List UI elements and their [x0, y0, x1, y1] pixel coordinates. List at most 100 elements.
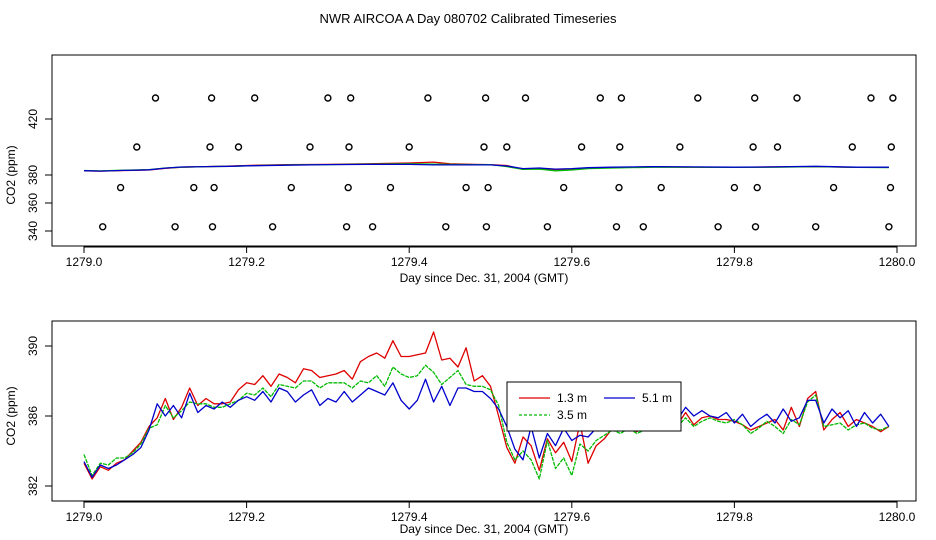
calibration-point — [268, 223, 277, 231]
calibration-point — [287, 183, 295, 192]
calibration-point — [151, 94, 160, 102]
y-tick-label: 420 — [26, 109, 40, 129]
calibration-point — [889, 94, 897, 102]
calibration-point — [482, 223, 491, 231]
legend-box — [506, 381, 682, 432]
bottom-panel: 1279.0 1279.2 1279.4 1279.6 1279.8 1280.0 382 3… — [4, 320, 917, 536]
calibration-point — [867, 94, 875, 102]
plot-frame — [51, 320, 917, 502]
calibration-point — [812, 223, 820, 231]
x-tick-label: 1279.2 — [228, 255, 265, 269]
x-tick-label: 1279.6 — [553, 255, 590, 269]
calibration-point — [206, 143, 214, 151]
x-tick-label: 1279.8 — [716, 255, 753, 269]
x-tick-label: 1280.0 — [879, 510, 916, 524]
calibration-point — [462, 183, 470, 192]
y-tick-label: 386 — [26, 406, 40, 426]
calibration-point — [342, 223, 351, 231]
calibration-point — [616, 143, 624, 151]
calibration-point — [749, 143, 757, 151]
y-tick-label: 390 — [26, 336, 40, 356]
top-panel-axes: 1279.0 1279.2 1279.4 1279.6 1279.8 1280.0 340 3… — [26, 109, 916, 269]
calibration-point — [347, 94, 355, 102]
calibration-point — [596, 94, 604, 102]
calibration-point — [368, 223, 377, 231]
y-axis-label: CO2 (ppm) — [4, 386, 18, 445]
y-tick-label: 340 — [26, 221, 40, 241]
calibration-point — [543, 223, 552, 231]
series-line-3.5m — [83, 364, 890, 480]
x-axis-label: Day since Dec. 31, 2004 (GMT) — [400, 522, 569, 536]
calibration-point — [793, 94, 801, 102]
calibration-point — [694, 94, 702, 102]
calibration-point — [250, 94, 259, 102]
calibration-point — [639, 223, 647, 231]
y-axis-label: CO2 (ppm) — [4, 145, 18, 204]
calibration-point — [773, 143, 782, 151]
calibration-point — [481, 94, 490, 102]
calibration-point — [676, 143, 684, 151]
calibration-point — [751, 94, 759, 102]
calibration-point — [577, 143, 586, 151]
x-tick-label: 1279.4 — [391, 255, 428, 269]
calibration-point — [730, 183, 739, 192]
calibration-point — [484, 183, 492, 192]
calibration-point — [171, 223, 179, 231]
calibration-point — [480, 143, 488, 151]
calibration-point — [442, 223, 450, 231]
calibration-point — [210, 183, 218, 192]
calibration-point — [885, 223, 893, 231]
x-tick-label: 1280.0 — [879, 255, 916, 269]
calibration-point — [617, 94, 626, 102]
calibration-point — [234, 143, 243, 151]
calibration-point — [424, 94, 432, 102]
series-line-5.1m — [83, 163, 889, 172]
legend-label-5.1m: 5.1 m — [642, 391, 672, 405]
calibration-point — [386, 183, 395, 192]
y-tick-label: 380 — [26, 165, 40, 185]
calibration-point — [560, 183, 568, 192]
calibration-point — [344, 183, 352, 192]
calibration-point — [207, 94, 216, 102]
calibration-point — [751, 223, 760, 231]
y-tick-label: 382 — [26, 476, 40, 496]
bottom-panel-axes: 1279.0 1279.2 1279.4 1279.6 1279.8 1280.0 382 3… — [26, 336, 916, 524]
calibration-point — [848, 143, 856, 151]
calibration-point — [208, 223, 217, 231]
series-line-5.1m — [83, 378, 890, 478]
y-tick-label: 360 — [26, 193, 40, 213]
calibration-point — [521, 94, 530, 102]
calibration-point — [405, 143, 413, 151]
bottom-panel-series — [83, 331, 890, 480]
calibration-point — [829, 183, 838, 192]
legend-label-1.3m: 1.3 m — [557, 391, 587, 405]
calibration-point — [657, 183, 665, 192]
calibration-point — [190, 183, 198, 192]
calibration-point — [116, 183, 125, 192]
x-tick-label: 1279.2 — [228, 510, 265, 524]
calibration-point — [345, 143, 353, 151]
calibration-point — [612, 223, 621, 231]
calibration-point — [887, 143, 895, 151]
calibration-point — [714, 223, 722, 231]
calibration-point — [306, 143, 314, 151]
calibration-point — [133, 143, 141, 151]
calibration-points — [98, 94, 897, 231]
calibration-point — [98, 223, 107, 231]
top-panel: 1279.0 1279.2 1279.4 1279.6 1279.8 1280.0 340 3… — [4, 54, 917, 285]
x-axis-label: Day since Dec. 31, 2004 (GMT) — [400, 271, 569, 285]
page-title: NWR AIRCOA A Day 080702 Calibrated Times… — [320, 11, 617, 26]
calibration-point — [615, 183, 623, 192]
legend: 1.3 m 3.5 m 5.1 m — [506, 381, 682, 432]
x-tick-label: 1279.4 — [391, 510, 428, 524]
legend-label-3.5m: 3.5 m — [557, 408, 587, 422]
calibration-point — [753, 183, 761, 192]
series-line-1.3m — [83, 331, 890, 480]
x-tick-label: 1279.0 — [66, 510, 103, 524]
x-tick-label: 1279.0 — [66, 255, 103, 269]
calibration-point — [503, 143, 511, 151]
top-panel-series — [83, 161, 889, 172]
calibration-point — [324, 94, 332, 102]
x-tick-label: 1279.6 — [553, 510, 590, 524]
